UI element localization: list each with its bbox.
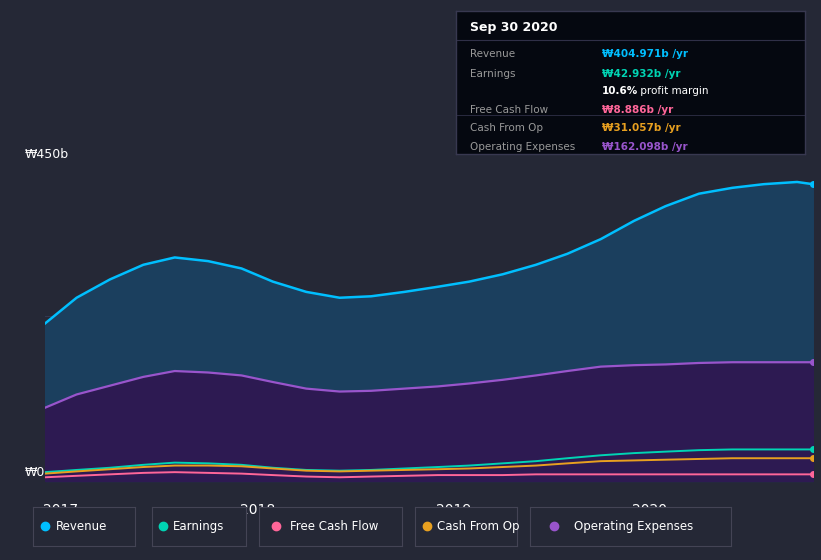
Text: Operating Expenses: Operating Expenses: [470, 142, 575, 152]
Text: Earnings: Earnings: [470, 69, 515, 79]
Text: Sep 30 2020: Sep 30 2020: [470, 21, 557, 34]
Text: ₩162.098b /yr: ₩162.098b /yr: [603, 142, 688, 152]
Text: ₩8.886b /yr: ₩8.886b /yr: [603, 105, 673, 115]
Text: Cash From Op: Cash From Op: [438, 520, 520, 533]
Text: Revenue: Revenue: [470, 49, 515, 59]
Text: ₩404.971b /yr: ₩404.971b /yr: [603, 49, 688, 59]
Text: Cash From Op: Cash From Op: [470, 123, 543, 133]
Text: 10.6%: 10.6%: [603, 86, 639, 96]
Text: ₩450b: ₩450b: [25, 148, 69, 161]
Text: Free Cash Flow: Free Cash Flow: [470, 105, 548, 115]
Text: ₩0: ₩0: [25, 466, 45, 479]
Text: Free Cash Flow: Free Cash Flow: [291, 520, 378, 533]
Text: Earnings: Earnings: [172, 520, 224, 533]
Text: profit margin: profit margin: [637, 86, 709, 96]
Text: ₩42.932b /yr: ₩42.932b /yr: [603, 69, 681, 79]
Text: Operating Expenses: Operating Expenses: [574, 520, 693, 533]
Text: ₩31.057b /yr: ₩31.057b /yr: [603, 123, 681, 133]
Text: Revenue: Revenue: [56, 520, 107, 533]
